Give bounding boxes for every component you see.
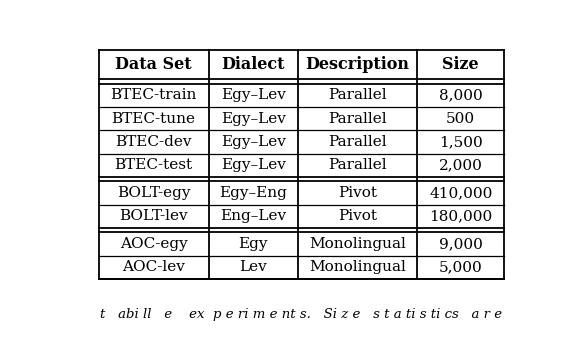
Text: AOC-lev: AOC-lev bbox=[122, 260, 185, 274]
Text: Egy–Lev: Egy–Lev bbox=[221, 88, 286, 102]
Text: Egy: Egy bbox=[239, 237, 268, 251]
Text: AOC-egy: AOC-egy bbox=[120, 237, 188, 251]
Text: Data Set: Data Set bbox=[115, 56, 192, 73]
Text: Lev: Lev bbox=[239, 260, 267, 274]
Text: 5,000: 5,000 bbox=[439, 260, 483, 274]
Text: Monolingual: Monolingual bbox=[309, 237, 406, 251]
Text: BTEC-train: BTEC-train bbox=[111, 88, 197, 102]
Text: 1,500: 1,500 bbox=[439, 135, 483, 149]
Text: Egy–Lev: Egy–Lev bbox=[221, 135, 286, 149]
Text: BTEC-test: BTEC-test bbox=[115, 158, 193, 172]
Text: Description: Description bbox=[306, 56, 410, 73]
Text: Parallel: Parallel bbox=[328, 135, 387, 149]
Text: 180,000: 180,000 bbox=[429, 209, 492, 223]
Text: BTEC-tune: BTEC-tune bbox=[112, 112, 196, 126]
Text: 2,000: 2,000 bbox=[439, 158, 483, 172]
Text: Pivot: Pivot bbox=[338, 209, 377, 223]
Text: 8,000: 8,000 bbox=[439, 88, 483, 102]
Text: Monolingual: Monolingual bbox=[309, 260, 406, 274]
Text: Size: Size bbox=[442, 56, 479, 73]
Text: Egy–Lev: Egy–Lev bbox=[221, 112, 286, 126]
Text: 410,000: 410,000 bbox=[429, 186, 493, 200]
Text: Pivot: Pivot bbox=[338, 186, 377, 200]
Text: BTEC-dev: BTEC-dev bbox=[115, 135, 192, 149]
Text: Egy–Lev: Egy–Lev bbox=[221, 158, 286, 172]
Text: Parallel: Parallel bbox=[328, 158, 387, 172]
Text: Parallel: Parallel bbox=[328, 88, 387, 102]
Text: BOLT-lev: BOLT-lev bbox=[119, 209, 188, 223]
Text: Egy–Eng: Egy–Eng bbox=[219, 186, 287, 200]
Text: 500: 500 bbox=[446, 112, 475, 126]
Text: Parallel: Parallel bbox=[328, 112, 387, 126]
Text: Dialect: Dialect bbox=[222, 56, 285, 73]
Text: 9,000: 9,000 bbox=[439, 237, 483, 251]
Text: BOLT-egy: BOLT-egy bbox=[117, 186, 191, 200]
Text: t   abi ll   e    ex  p e ri m e nt s.   Si z e   s t a ti s ti cs   a r e: t abi ll e ex p e ri m e nt s. Si z e s … bbox=[101, 308, 502, 321]
Text: Eng–Lev: Eng–Lev bbox=[220, 209, 286, 223]
